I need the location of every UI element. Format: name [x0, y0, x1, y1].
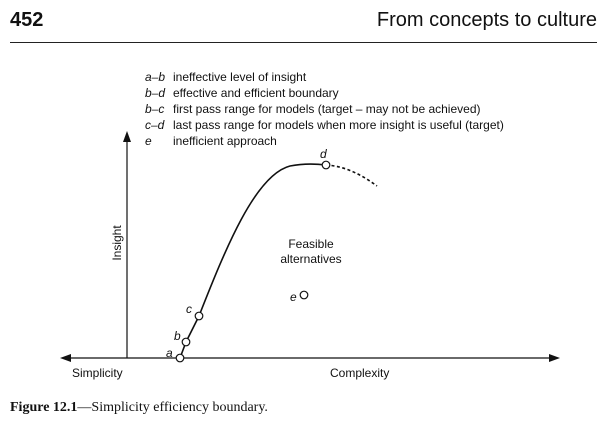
point-b-marker — [181, 337, 191, 347]
legend-key-b-d: b–d — [145, 86, 165, 100]
efficiency-boundary-curve — [179, 163, 327, 359]
legend-text-a-b: ineffective level of insight — [173, 70, 307, 84]
legend-key-e: e — [145, 134, 152, 148]
legend-key-b-c: b–c — [145, 102, 164, 116]
point-b-label: b — [174, 329, 181, 343]
legend-text-b-d: effective and efficient boundary — [173, 86, 339, 100]
page-number: 452 — [10, 9, 44, 31]
point-e-marker — [299, 290, 309, 300]
x-axis-left-arrowhead — [60, 354, 71, 362]
caption-label: Figure 12.1 — [10, 400, 78, 415]
legend: a–b ineffective level of insight b–d eff… — [145, 70, 504, 148]
x-axis-right-arrowhead — [549, 354, 560, 362]
point-d-marker — [321, 160, 331, 170]
figure-caption: Figure 12.1—Simplicity efficiency bounda… — [10, 400, 268, 416]
legend-text-e: inefficient approach — [173, 134, 277, 148]
legend-text-b-c: first pass range for models (target – ma… — [173, 102, 480, 116]
header-rule — [10, 42, 597, 43]
point-c-marker — [194, 311, 204, 321]
legend-text-c-d: last pass range for models when more ins… — [173, 118, 504, 132]
point-d-label: d — [320, 147, 327, 161]
boundary-dashed-continuation — [325, 164, 378, 187]
x-axis-right-label: Complexity — [330, 366, 389, 380]
point-c-label: c — [186, 302, 192, 316]
running-head: From concepts to culture — [376, 9, 597, 31]
region-label-line2: alternatives — [280, 252, 341, 266]
legend-key-a-b: a–b — [145, 70, 165, 84]
legend-key-c-d: c–d — [145, 118, 165, 132]
caption-text: —Simplicity efficiency boundary. — [77, 400, 268, 415]
point-a-marker — [175, 353, 185, 363]
y-axis-label: Insight — [110, 225, 124, 261]
x-axis-left-label: Simplicity — [72, 366, 123, 380]
point-a-label: a — [166, 346, 173, 360]
point-e-label: e — [290, 290, 297, 304]
y-axis-arrowhead — [123, 131, 131, 142]
region-label-line1: Feasible — [288, 237, 334, 251]
